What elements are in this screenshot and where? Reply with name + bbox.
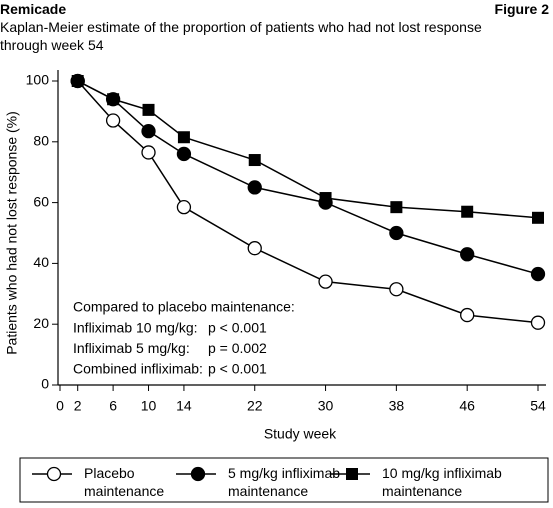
x-tick-label: 46 <box>459 398 475 414</box>
annotation-label: Combined infliximab: <box>73 361 203 377</box>
marker <box>318 274 333 289</box>
annotation-p: p = 0.002 <box>208 340 267 356</box>
marker <box>390 201 403 214</box>
x-tick-label: 30 <box>318 398 334 414</box>
x-tick-label: 14 <box>176 398 192 414</box>
marker <box>319 192 332 205</box>
y-tick-label: 80 <box>33 133 49 149</box>
annotation-label: Infliximab 5 mg/kg: <box>73 340 190 356</box>
legend-label: 10 mg/kg infliximab maintenance <box>382 465 502 499</box>
chart-subtitle: Kaplan-Meier estimate of the proportion … <box>0 19 482 53</box>
marker <box>389 225 404 241</box>
y-tick-label: 100 <box>26 72 50 88</box>
x-tick-label: 0 <box>56 398 64 414</box>
marker <box>530 266 546 282</box>
header-title: Remicade <box>0 1 67 17</box>
marker <box>248 154 261 167</box>
marker <box>346 468 358 480</box>
marker <box>176 146 192 162</box>
marker <box>389 282 404 297</box>
x-tick-label: 22 <box>247 398 263 414</box>
marker <box>177 131 190 144</box>
y-tick-label: 60 <box>33 193 49 209</box>
x-tick-label: 6 <box>109 398 117 414</box>
x-axis-label: Study week <box>264 426 337 442</box>
series-line <box>77 80 539 324</box>
annotation-title: Compared to placebo maintenance: <box>73 299 295 315</box>
annotation-label: Infliximab 10 mg/kg: <box>73 320 198 336</box>
marker <box>105 113 121 128</box>
marker <box>247 180 262 195</box>
y-tick-label: 40 <box>33 254 49 270</box>
marker <box>46 466 62 482</box>
marker <box>176 200 192 215</box>
marker <box>460 307 475 323</box>
figure-label: Figure 2 <box>494 1 549 17</box>
marker <box>532 211 544 224</box>
legend-box <box>19 457 549 503</box>
y-tick-label: 20 <box>33 315 49 331</box>
marker <box>461 205 474 218</box>
marker <box>530 315 546 330</box>
x-tick-label: 2 <box>74 398 82 414</box>
marker <box>141 124 156 139</box>
legend-label: 5 mg/kg infliximab maintenance <box>228 465 340 499</box>
marker <box>190 466 206 482</box>
marker <box>107 93 120 106</box>
annotation-p: p < 0.001 <box>208 361 267 377</box>
marker <box>71 75 84 87</box>
y-axis-label: Patients who had not lost response (%) <box>4 111 20 355</box>
x-tick-label: 10 <box>141 398 157 414</box>
x-tick-label: 38 <box>389 398 405 414</box>
legend-label: Placebo maintenance <box>84 465 164 499</box>
marker <box>247 241 262 256</box>
x-tick-label: 54 <box>530 398 546 414</box>
marker <box>460 247 475 262</box>
annotation-p: p < 0.001 <box>208 320 267 336</box>
y-tick-label: 0 <box>41 376 49 392</box>
marker <box>142 103 155 116</box>
marker <box>141 145 156 160</box>
